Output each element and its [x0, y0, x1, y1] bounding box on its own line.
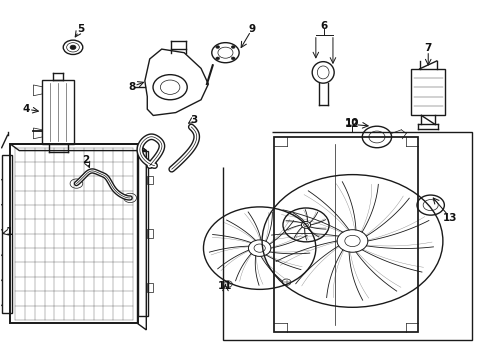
Text: 2: 2 — [83, 155, 90, 165]
Text: 3: 3 — [190, 115, 197, 125]
Bar — [147, 229, 153, 238]
Circle shape — [70, 45, 76, 49]
Bar — [1, 155, 12, 313]
Bar — [138, 151, 148, 316]
Text: 6: 6 — [320, 21, 328, 31]
Bar — [274, 137, 418, 332]
Text: 8: 8 — [128, 82, 135, 92]
Circle shape — [231, 57, 235, 60]
Bar — [411, 69, 445, 116]
Text: 11: 11 — [218, 281, 233, 291]
Text: 7: 7 — [424, 43, 432, 53]
Text: 13: 13 — [443, 213, 458, 222]
Bar — [42, 80, 74, 144]
Text: 4: 4 — [23, 104, 30, 114]
Circle shape — [124, 193, 137, 203]
Text: 1: 1 — [6, 227, 13, 237]
Text: 10: 10 — [345, 118, 360, 128]
Circle shape — [70, 179, 83, 188]
Bar — [147, 176, 153, 184]
Circle shape — [216, 57, 220, 60]
Bar — [147, 283, 153, 292]
Text: 5: 5 — [77, 24, 84, 35]
Circle shape — [216, 46, 220, 49]
Text: 9: 9 — [249, 24, 256, 34]
Circle shape — [231, 46, 235, 49]
Text: 12: 12 — [345, 120, 360, 129]
